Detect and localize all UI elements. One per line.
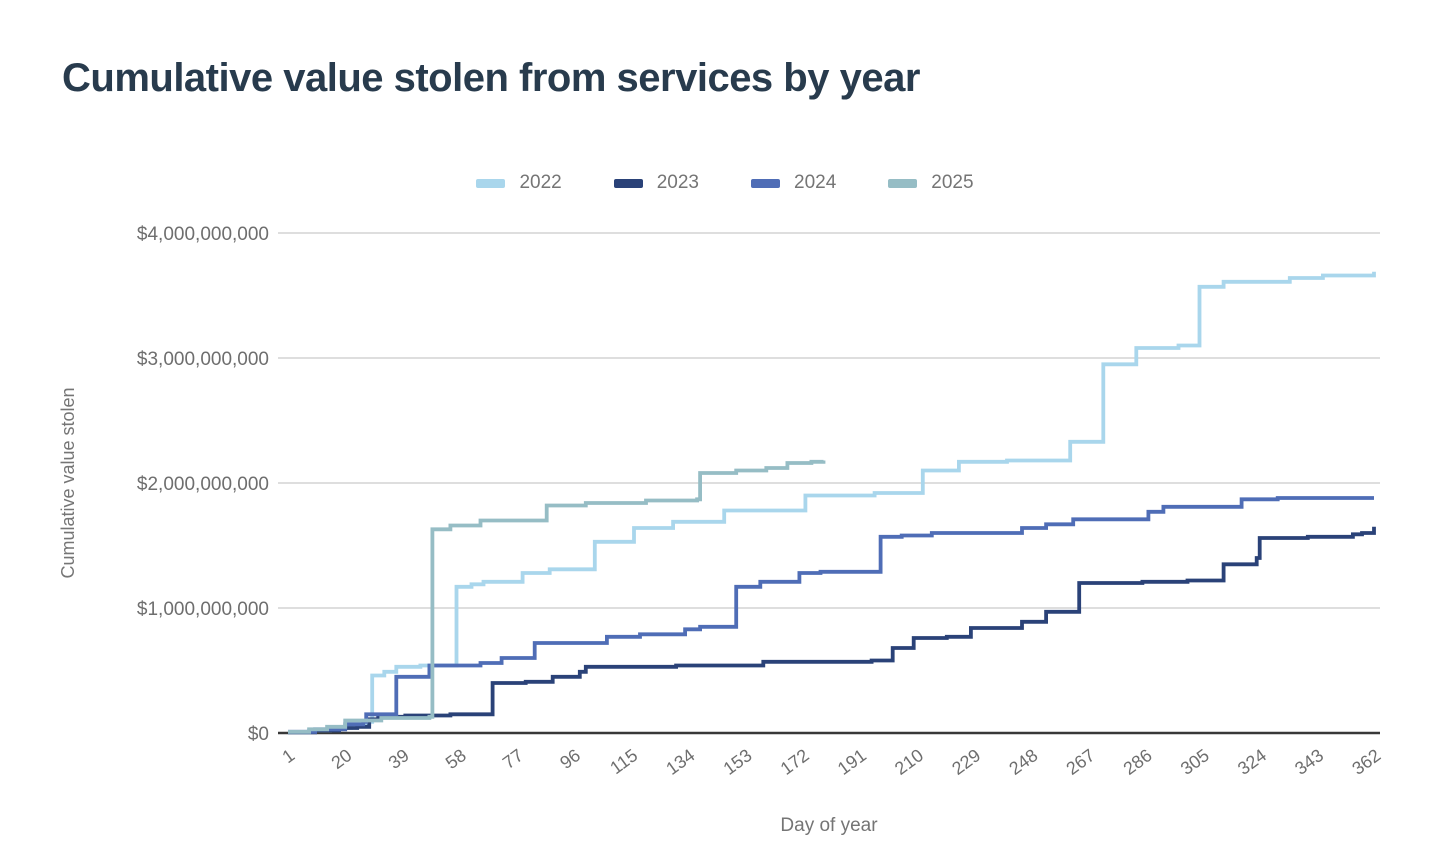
legend-swatch-2023-icon (613, 178, 643, 188)
legend-label-2024: 2024 (794, 172, 837, 193)
y-tick-label: $3,000,000,000 (137, 349, 269, 370)
x-tick-label: 96 (556, 745, 584, 773)
x-tick-label: 153 (720, 745, 756, 779)
x-tick-label: 1 (278, 745, 298, 767)
x-tick-label: 191 (834, 745, 870, 779)
x-tick-label: 115 (606, 745, 641, 778)
chart-legend: 2022 2023 2024 2025 (0, 168, 1450, 198)
x-tick-label: 343 (1291, 745, 1327, 779)
series-line-2023 (288, 526, 1376, 735)
legend-item-2022: 2022 (476, 172, 562, 194)
series-line-2025 (288, 459, 826, 734)
series-line-2024 (288, 496, 1374, 734)
x-tick-label: 77 (499, 745, 527, 773)
y-tick-label: $0 (248, 724, 269, 745)
x-tick-label: 58 (442, 745, 470, 773)
legend-item-2025: 2025 (888, 172, 974, 194)
y-tick-label: $1,000,000,000 (137, 599, 269, 620)
x-tick-label: 210 (891, 745, 927, 779)
chart-title: Cumulative value stolen from services by… (62, 56, 920, 100)
x-tick-label: 324 (1234, 745, 1270, 779)
legend-swatch-2025-icon (888, 178, 918, 188)
x-tick-label: 229 (948, 745, 984, 779)
x-tick-label: 20 (328, 745, 356, 773)
x-axis-title: Day of year (780, 815, 878, 836)
x-tick-label: 134 (662, 745, 698, 779)
legend-swatch-2022-icon (476, 178, 506, 188)
series-line-2022 (288, 271, 1376, 735)
x-tick-label: 267 (1062, 745, 1098, 779)
y-tick-label: $2,000,000,000 (137, 474, 269, 495)
x-tick-label: 286 (1120, 745, 1156, 779)
y-axis-title: Cumulative value stolen (58, 387, 78, 578)
legend-swatch-2024-icon (751, 178, 780, 188)
y-tick-label: $4,000,000,000 (137, 224, 269, 245)
x-tick-label: 39 (385, 745, 413, 773)
x-tick-label: 248 (1005, 745, 1041, 779)
x-tick-label: 305 (1177, 745, 1213, 779)
legend-item-2023: 2023 (613, 172, 699, 194)
x-tick-label: 362 (1348, 745, 1384, 779)
legend-label-2023: 2023 (656, 172, 699, 193)
legend-item-2024: 2024 (751, 172, 836, 194)
legend-label-2022: 2022 (519, 172, 562, 193)
legend-label-2025: 2025 (931, 172, 974, 193)
x-tick-label: 172 (777, 745, 813, 779)
